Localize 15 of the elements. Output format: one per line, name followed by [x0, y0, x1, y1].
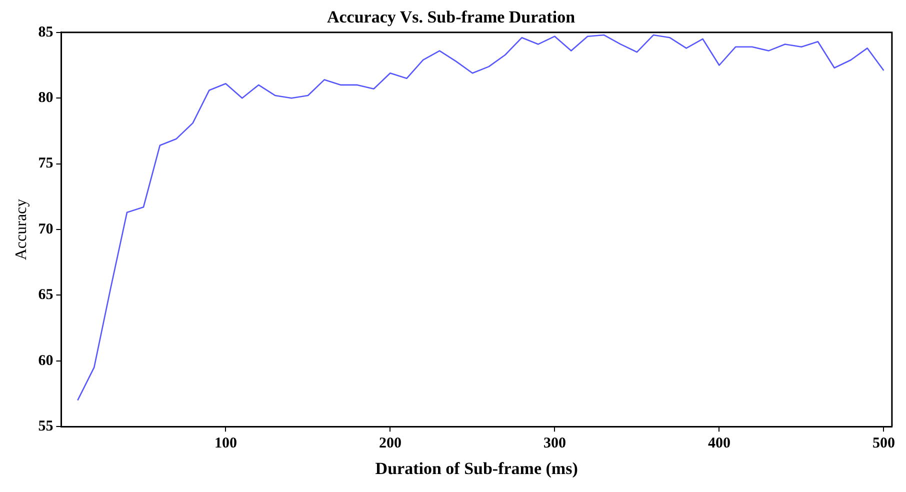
x-tick-label: 300: [543, 435, 566, 452]
x-tick-label: 200: [378, 435, 402, 452]
y-axis-title: Accuracy: [12, 198, 30, 260]
x-axis-title: Duration of Sub-frame (ms): [375, 459, 578, 478]
y-tick-label: 55: [38, 418, 54, 434]
chart-title: Accuracy Vs. Sub-frame Duration: [326, 8, 576, 27]
x-tick-label: 100: [214, 435, 237, 452]
y-tick-label: 70: [38, 221, 54, 238]
y-tick-label: 75: [38, 156, 54, 172]
y-tick-label: 85: [38, 24, 54, 40]
x-tick-label: 400: [708, 435, 730, 452]
y-tick-label: 60: [38, 352, 54, 369]
y-tick-label: 80: [38, 90, 54, 106]
y-tick-label: 65: [38, 287, 54, 304]
x-tick-label: 500: [872, 435, 895, 452]
